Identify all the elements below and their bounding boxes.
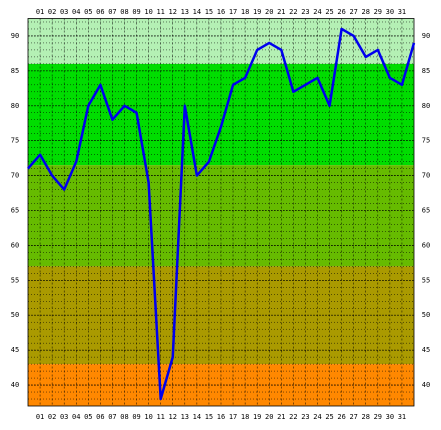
- x-tick-label: 29: [374, 8, 382, 16]
- y-tick-label: 70: [422, 172, 430, 180]
- x-tick-label: 14: [193, 413, 201, 421]
- x-tick-label: 13: [181, 413, 189, 421]
- x-tick-label: 21: [277, 8, 285, 16]
- y-tick-label: 45: [422, 346, 430, 354]
- x-tick-label: 06: [96, 413, 104, 421]
- x-tick-label: 22: [289, 8, 297, 16]
- y-tick-label: 40: [11, 381, 19, 389]
- x-tick-label: 04: [72, 8, 80, 16]
- x-tick-label: 17: [229, 413, 237, 421]
- y-tick-label: 60: [422, 241, 430, 249]
- x-tick-label: 15: [205, 413, 213, 421]
- x-tick-label: 18: [241, 413, 249, 421]
- x-tick-label: 14: [193, 8, 201, 16]
- x-tick-label: 20: [265, 413, 273, 421]
- x-tick-label: 19: [253, 8, 261, 16]
- y-tick-label: 90: [11, 32, 19, 40]
- x-tick-label: 13: [181, 8, 189, 16]
- x-tick-label: 31: [398, 413, 406, 421]
- y-tick-label: 80: [11, 102, 19, 110]
- x-tick-label: 20: [265, 8, 273, 16]
- y-tick-label: 90: [422, 32, 430, 40]
- y-tick-label: 40: [422, 381, 430, 389]
- y-tick-label: 65: [422, 207, 430, 215]
- x-tick-label: 30: [386, 8, 394, 16]
- x-tick-label: 28: [362, 413, 370, 421]
- x-tick-label: 03: [60, 413, 68, 421]
- x-tick-label: 01: [36, 8, 44, 16]
- x-tick-label: 04: [72, 413, 80, 421]
- x-tick-label: 18: [241, 8, 249, 16]
- x-tick-label: 07: [108, 413, 116, 421]
- x-tick-label: 24: [313, 413, 321, 421]
- x-tick-label: 24: [313, 8, 321, 16]
- x-tick-label: 12: [169, 413, 177, 421]
- x-tick-label: 15: [205, 8, 213, 16]
- x-tick-label: 12: [169, 8, 177, 16]
- x-tick-label: 01: [36, 413, 44, 421]
- x-tick-label: 28: [362, 8, 370, 16]
- x-tick-label: 10: [144, 8, 152, 16]
- x-tick-label: 30: [386, 413, 394, 421]
- x-tick-label: 23: [301, 8, 309, 16]
- x-tick-label: 05: [84, 8, 92, 16]
- x-tick-label: 10: [144, 413, 152, 421]
- x-tick-label: 26: [337, 413, 345, 421]
- y-tick-label: 75: [11, 137, 19, 145]
- x-tick-label: 05: [84, 413, 92, 421]
- y-tick-label: 80: [422, 102, 430, 110]
- x-tick-label: 26: [337, 8, 345, 16]
- x-tick-label: 16: [217, 8, 225, 16]
- x-tick-label: 03: [60, 8, 68, 16]
- x-tick-label: 11: [156, 8, 164, 16]
- x-tick-label: 31: [398, 8, 406, 16]
- y-tick-label: 75: [422, 137, 430, 145]
- x-tick-label: 17: [229, 8, 237, 16]
- y-tick-label: 70: [11, 172, 19, 180]
- y-tick-label: 45: [11, 346, 19, 354]
- y-tick-label: 85: [422, 67, 430, 75]
- y-tick-label: 55: [422, 276, 430, 284]
- x-tick-label: 22: [289, 413, 297, 421]
- x-tick-label: 11: [156, 413, 164, 421]
- y-tick-label: 55: [11, 276, 19, 284]
- x-tick-label: 25: [325, 8, 333, 16]
- x-tick-label: 06: [96, 8, 104, 16]
- x-tick-label: 09: [132, 413, 140, 421]
- y-tick-label: 85: [11, 67, 19, 75]
- x-tick-label: 02: [48, 413, 56, 421]
- x-tick-label: 08: [120, 8, 128, 16]
- x-tick-label: 21: [277, 413, 285, 421]
- x-tick-label: 29: [374, 413, 382, 421]
- x-tick-label: 25: [325, 413, 333, 421]
- x-tick-label: 02: [48, 8, 56, 16]
- y-tick-label: 65: [11, 207, 19, 215]
- x-tick-label: 08: [120, 413, 128, 421]
- y-tick-label: 50: [422, 311, 430, 319]
- x-tick-label: 16: [217, 413, 225, 421]
- y-tick-label: 50: [11, 311, 19, 319]
- line: [27, 27, 416, 401]
- y-tick-label: 60: [11, 241, 19, 249]
- x-tick-label: 09: [132, 8, 140, 16]
- x-tick-label: 07: [108, 8, 116, 16]
- x-tick-label: 23: [301, 413, 309, 421]
- x-tick-label: 27: [349, 8, 357, 16]
- x-tick-label: 27: [349, 413, 357, 421]
- x-tick-label: 19: [253, 413, 261, 421]
- plot-border: [27, 18, 415, 407]
